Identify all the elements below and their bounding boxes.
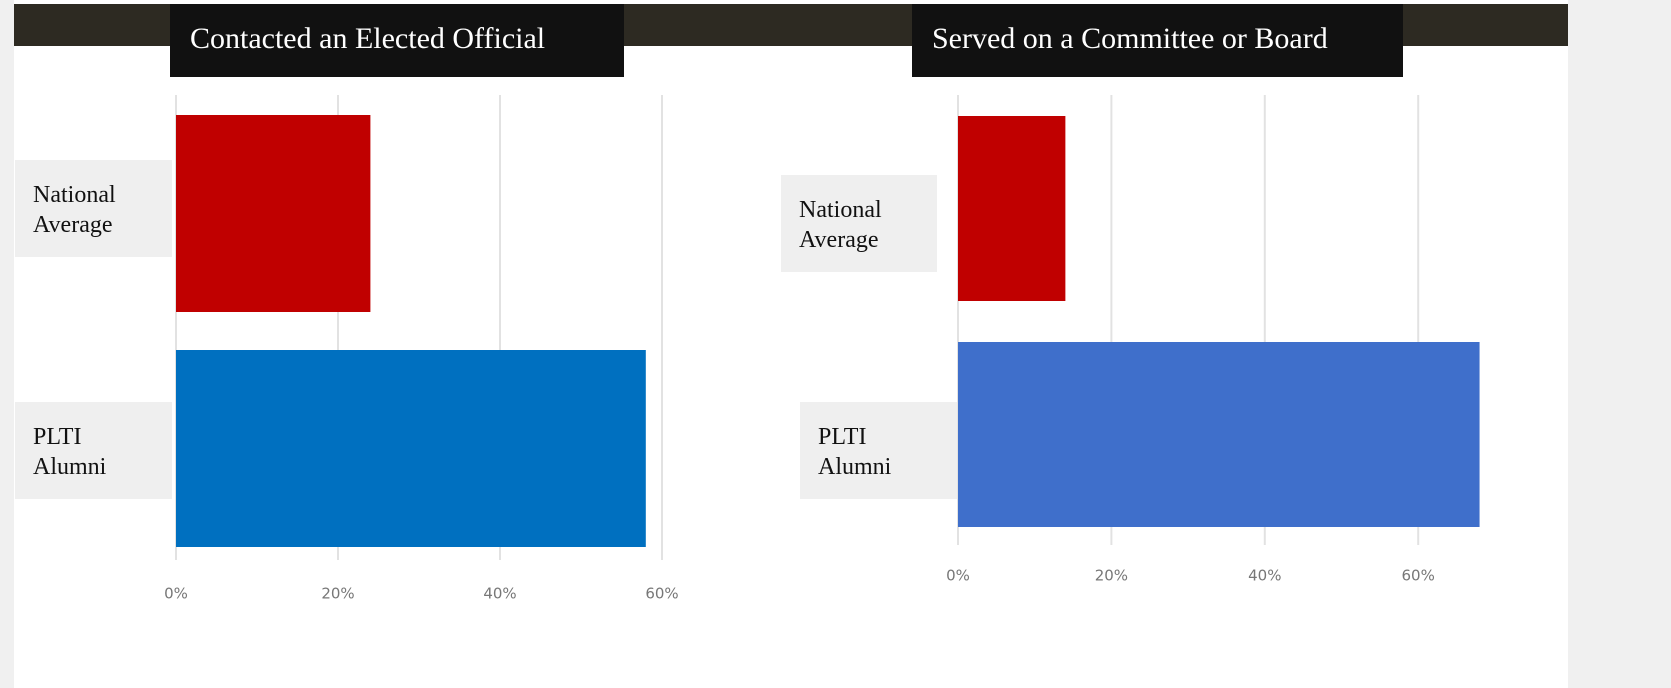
x-tick-label: 40% <box>1248 567 1281 585</box>
x-tick-label: 60% <box>645 585 678 603</box>
bar <box>176 115 371 312</box>
chart-title: Contacted an Elected Official <box>170 4 624 77</box>
x-tick-label: 60% <box>1402 567 1435 585</box>
x-tick-label: 20% <box>1095 567 1128 585</box>
category-label: National Average <box>781 175 937 272</box>
right-edge <box>1568 0 1671 688</box>
x-tick-label: 0% <box>946 567 970 585</box>
category-label: National Average <box>15 160 172 257</box>
left-edge <box>0 0 14 688</box>
bar <box>958 116 1066 301</box>
category-label: PLTI Alumni <box>15 402 172 499</box>
bar <box>958 342 1480 527</box>
chart-title: Served on a Committee or Board <box>912 4 1403 77</box>
x-tick-label: 0% <box>164 585 188 603</box>
x-tick-label: 40% <box>483 585 516 603</box>
bar <box>176 350 646 547</box>
x-tick-label: 20% <box>321 585 354 603</box>
category-label: PLTI Alumni <box>800 402 957 499</box>
